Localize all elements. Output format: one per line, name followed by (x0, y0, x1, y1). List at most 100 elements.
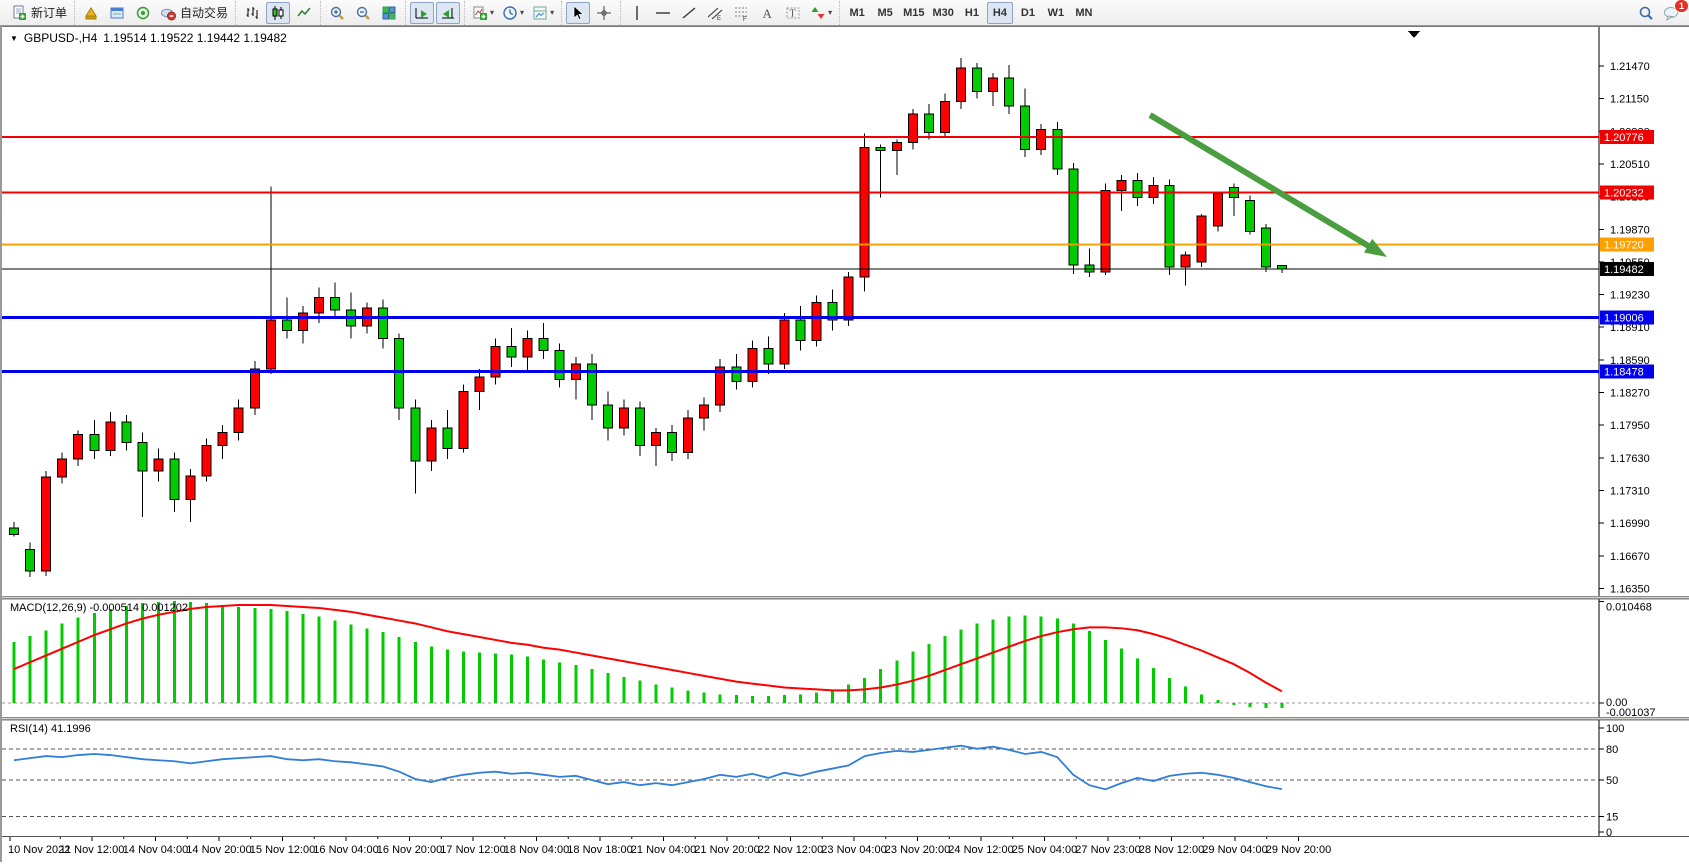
svg-text:100: 100 (1606, 723, 1624, 735)
candle (506, 346, 517, 358)
candle (297, 312, 308, 331)
timeframe-m5[interactable]: M5 (877, 6, 893, 19)
timeframe-m15[interactable]: M15 (903, 6, 925, 19)
ohlc-values: 1.19514 1.19522 1.19442 1.19482 (103, 31, 287, 45)
candle (137, 442, 148, 472)
candle (330, 297, 340, 311)
candle (73, 433, 84, 460)
candle (410, 407, 421, 462)
rsi-line (13, 744, 1283, 791)
auto-trading-button[interactable]: 自动交易 (157, 2, 231, 24)
time-tick: 24 Nov 12:00 (948, 844, 1013, 856)
candle (25, 549, 36, 572)
text-button[interactable]: A (755, 2, 779, 24)
tile-windows-button[interactable] (377, 2, 401, 24)
arrows-button[interactable]: ▾ (807, 2, 835, 24)
bar-chart-button[interactable] (240, 2, 264, 24)
price-tick: 1.21150 (1610, 94, 1649, 106)
candle (57, 458, 68, 478)
time-tick: 22 Nov 12:00 (758, 844, 823, 856)
crosshair-icon (596, 5, 612, 21)
trendline-button[interactable] (677, 2, 701, 24)
candle (715, 366, 726, 406)
price-tick: 1.21470 (1610, 61, 1650, 73)
templates-button[interactable]: ▾ (529, 2, 557, 24)
expand-triangle-icon[interactable]: ▼ (10, 33, 18, 43)
time-tick: 14 Nov 20:00 (186, 844, 251, 856)
chart-shift-button[interactable] (436, 1, 461, 24)
svg-text:80: 80 (1606, 744, 1618, 756)
crosshair-button[interactable] (592, 2, 616, 24)
candle (1180, 254, 1191, 268)
candlestick-button[interactable] (266, 1, 291, 24)
vertical-line-button[interactable] (625, 2, 649, 24)
candle (378, 307, 389, 339)
cursor-button[interactable] (566, 1, 591, 24)
symbol-timeframe-label: GBPUSD-,H4 (23, 31, 98, 45)
chart-shift-icon (440, 5, 456, 21)
line-chart-icon (296, 5, 312, 21)
candle (458, 391, 469, 450)
text-label-button[interactable]: T (781, 2, 805, 24)
dropdown-arrow-icon[interactable]: ▾ (490, 8, 495, 17)
candle (923, 113, 934, 133)
svg-text:15: 15 (1606, 811, 1618, 823)
timeframe-d1[interactable]: D1 (1020, 6, 1035, 19)
data-window-button[interactable] (105, 2, 129, 24)
candle (634, 407, 645, 447)
candle (89, 433, 100, 452)
new-order-button[interactable]: 新订单 (8, 2, 70, 24)
time-tick: 25 Nov 04:00 (1012, 844, 1077, 856)
equidistant-channel-button[interactable]: E (703, 2, 727, 24)
search-button[interactable] (1634, 2, 1658, 24)
price-tick: 1.20510 (1610, 159, 1650, 171)
macd-signal-line (13, 604, 1283, 693)
fibonacci-button[interactable]: F (729, 2, 753, 24)
time-axis[interactable]: 10 Nov 2022 11 Nov 12:00 14 Nov 04:00 14 No… (2, 836, 1689, 862)
indicators-button[interactable]: ▾ (469, 2, 497, 24)
market-watch-button[interactable] (79, 2, 103, 24)
data-window-icon (109, 5, 125, 21)
notifications-button[interactable]: 1 (1660, 0, 1689, 24)
candle (153, 458, 164, 472)
dropdown-arrow-icon[interactable]: ▾ (520, 8, 525, 17)
candle (843, 276, 854, 321)
dropdown-arrow-icon[interactable]: ▾ (828, 8, 833, 17)
candle (313, 297, 324, 314)
timeframe-h4[interactable]: H4 (986, 1, 1013, 24)
price-line-label: 1.20232 (1600, 185, 1654, 200)
time-tick: 16 Nov 04:00 (313, 844, 378, 856)
time-tick: 29 Nov 20:00 (1266, 844, 1331, 856)
zoom-out-icon (355, 5, 371, 21)
candle (667, 431, 678, 454)
timeframe-mn[interactable]: MN (1075, 6, 1093, 19)
rsi-pane[interactable]: 100 80 50 15 0 RSI(14) 41.1996 (2, 720, 1689, 836)
trendline-icon (681, 5, 697, 21)
timeframe-m30[interactable]: M30 (932, 6, 954, 19)
horizontal-line-button[interactable] (651, 2, 675, 24)
timeframe-w1[interactable]: W1 (1047, 6, 1065, 19)
price-tick: 1.18910 (1610, 322, 1650, 334)
rsi-label: RSI(14) 41.1996 (10, 723, 91, 735)
dropdown-arrow-icon[interactable]: ▾ (550, 8, 555, 17)
main-chart-pane[interactable]: 1.214701.211501.208301.205101.201901.198… (2, 26, 1689, 597)
candle (651, 431, 661, 447)
auto-scroll-button[interactable] (410, 1, 435, 24)
timeframe-h1[interactable]: H1 (964, 6, 979, 19)
price-line-label: 1.19482 (1600, 261, 1654, 276)
line-chart-button[interactable] (292, 2, 316, 24)
trend-arrow-annotation[interactable] (1148, 112, 1387, 257)
time-tick: 23 Nov 04:00 (821, 844, 886, 856)
zoom-in-icon (329, 5, 345, 21)
bar-chart-icon (244, 5, 260, 21)
svg-text:1.20232: 1.20232 (1604, 187, 1644, 199)
chart-shift-marker[interactable] (1408, 31, 1420, 38)
timeframe-m1[interactable]: M1 (849, 6, 865, 19)
candle (875, 147, 886, 152)
navigator-button[interactable] (131, 2, 155, 24)
zoom-in-button[interactable] (325, 2, 349, 24)
macd-pane[interactable]: 0.010468 0.00 -0.001037 MACD(12,26,9) -0.0… (2, 599, 1689, 717)
periods-button[interactable]: ▾ (499, 2, 527, 24)
svg-text:1.19482: 1.19482 (1604, 264, 1644, 276)
zoom-out-button[interactable] (351, 2, 375, 24)
